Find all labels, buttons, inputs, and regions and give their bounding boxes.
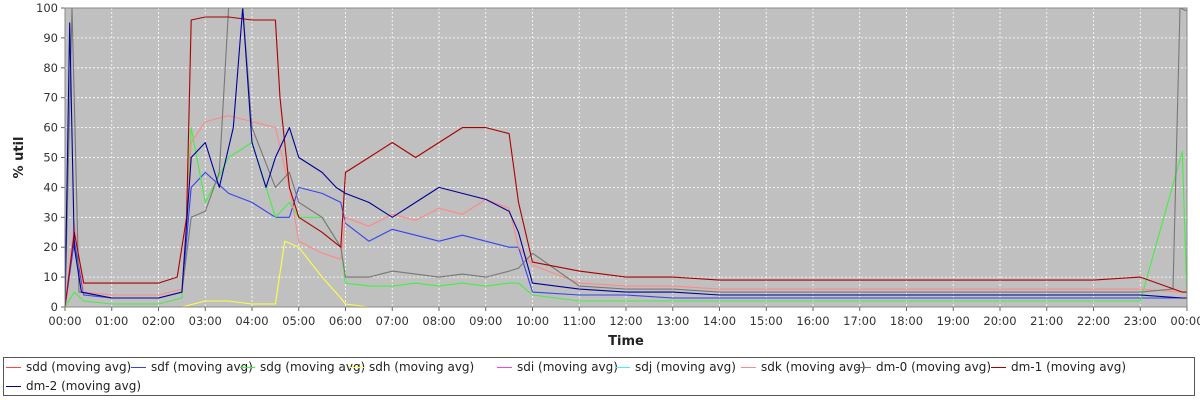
legend-item-sdk: sdk (moving avg) xyxy=(741,358,866,376)
series-line-dm-1 xyxy=(64,16,1187,308)
y-tick-label: 70 xyxy=(43,91,58,105)
x-tick-label: 04:00 xyxy=(235,314,268,328)
legend-label: sdd (moving avg) xyxy=(26,360,132,374)
legend-label: sdg (moving avg) xyxy=(260,360,366,374)
y-tick-label: 40 xyxy=(43,180,58,194)
legend-label: dm-2 (moving avg) xyxy=(26,379,142,393)
x-tick-label: 18:00 xyxy=(890,314,923,328)
y-tick-label: 50 xyxy=(43,151,58,165)
x-axis-title: Time xyxy=(608,334,644,349)
x-tick-label: 22:00 xyxy=(1077,314,1110,328)
legend-swatch xyxy=(856,366,871,368)
x-tick-label: 19:00 xyxy=(937,314,970,328)
legend-item-sdi: sdi (moving avg) xyxy=(497,358,618,376)
series-line-sdg xyxy=(64,127,1188,308)
legend-swatch xyxy=(240,366,255,368)
x-tick-label: 10:00 xyxy=(516,314,549,328)
legend-item-sdg: sdg (moving avg) xyxy=(240,358,365,376)
x-tick-label: 08:00 xyxy=(422,314,455,328)
series-line-dm-0 xyxy=(64,7,1188,308)
x-tick-label: 03:00 xyxy=(189,314,222,328)
legend: sdd (moving avg) sdf (moving avg) sdg (mov… xyxy=(3,357,1195,396)
x-tick-label: 14:00 xyxy=(703,314,736,328)
x-tick-label: 13:00 xyxy=(656,314,689,328)
y-axis-title: % util xyxy=(12,137,27,179)
legend-item-dm-0: dm-0 (moving avg) xyxy=(856,358,991,376)
legend-item-sdf: sdf (moving avg) xyxy=(131,358,253,376)
x-tick-label: 00:00 xyxy=(48,314,81,328)
y-tick-label: 80 xyxy=(43,61,58,75)
series-line-sdf xyxy=(64,171,1187,308)
x-tick-label: 20:00 xyxy=(983,314,1016,328)
y-tick-label: 10 xyxy=(43,270,58,284)
y-tick-label: 60 xyxy=(43,121,58,135)
x-tick-label: 09:00 xyxy=(469,314,502,328)
legend-swatch xyxy=(991,366,1006,368)
grid-layer xyxy=(64,7,1188,308)
legend-item-dm-2: dm-2 (moving avg) xyxy=(6,377,141,395)
plot-frame xyxy=(64,7,1188,308)
legend-label: sdk (moving avg) xyxy=(761,360,866,374)
x-tick-label: 01:00 xyxy=(95,314,128,328)
x-tick-label: 00:00 xyxy=(1170,314,1200,328)
legend-label: sdh (moving avg) xyxy=(369,360,475,374)
y-tick-label: 30 xyxy=(43,210,58,224)
legend-swatch xyxy=(6,366,21,368)
legend-item-dm-1: dm-1 (moving avg) xyxy=(991,358,1126,376)
x-tick-label: 06:00 xyxy=(329,314,362,328)
legend-swatch xyxy=(131,366,146,368)
x-tick-label: 07:00 xyxy=(376,314,409,328)
x-tick-label: 15:00 xyxy=(750,314,783,328)
x-tick-label: 05:00 xyxy=(282,314,315,328)
series-layer xyxy=(64,7,1188,308)
axis-layer: 0 10 20 30 40 50 60 70 80 90 100 00:00 01:00 02:00 03:… xyxy=(36,1,1200,328)
x-tick-label: 21:00 xyxy=(1030,314,1063,328)
legend-item-sdj: sdj (moving avg) xyxy=(615,358,736,376)
legend-label: dm-1 (moving avg) xyxy=(1011,360,1127,374)
chart-area: 0 10 20 30 40 50 60 70 80 90 100 00:00 01:00 02:00 03:… xyxy=(12,1,1200,349)
legend-label: sdi (moving avg) xyxy=(517,360,618,374)
legend-swatch xyxy=(6,385,21,387)
series-line-sdk xyxy=(64,115,1187,308)
x-tick-label: 11:00 xyxy=(563,314,596,328)
y-tick-label: 0 xyxy=(51,300,58,314)
x-tick-label: 23:00 xyxy=(1124,314,1157,328)
x-tick-label: 02:00 xyxy=(142,314,175,328)
legend-item-sdh: sdh (moving avg) xyxy=(349,358,474,376)
legend-label: sdj (moving avg) xyxy=(635,360,736,374)
y-tick-label: 20 xyxy=(43,240,58,254)
legend-swatch xyxy=(741,366,756,368)
legend-label: sdf (moving avg) xyxy=(151,360,253,374)
legend-label: dm-0 (moving avg) xyxy=(876,360,992,374)
legend-swatch xyxy=(615,366,630,368)
series-line-dm-2 xyxy=(64,7,1187,308)
x-tick-label: 17:00 xyxy=(843,314,876,328)
x-tick-label: 16:00 xyxy=(796,314,829,328)
x-tick-label: 12:00 xyxy=(609,314,642,328)
legend-swatch xyxy=(497,366,512,368)
y-tick-label: 100 xyxy=(36,1,58,15)
y-tick-label: 90 xyxy=(43,31,58,45)
legend-swatch xyxy=(349,366,364,368)
legend-item-sdd: sdd (moving avg) xyxy=(6,358,131,376)
